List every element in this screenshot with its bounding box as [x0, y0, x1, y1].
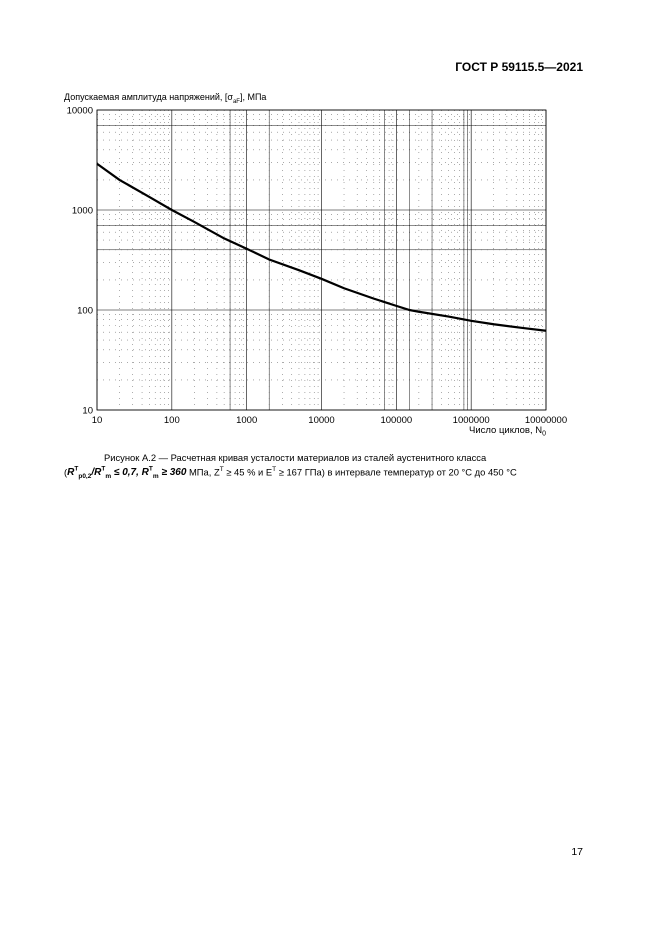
x-tick-label: 100 — [164, 415, 180, 426]
y-axis-label-prefix: Допускаемая амплитуда напряжений, [σ — [64, 92, 233, 102]
grid-layer — [96, 109, 547, 411]
plot-frame — [96, 109, 547, 411]
x-tick-label: 1000000 — [453, 415, 490, 426]
caption-sup-z: T — [219, 466, 224, 474]
x-tick-label: 10000000 — [525, 415, 567, 426]
caption-end: ≥ 167 ГПа) в интервале температур от 20 … — [276, 466, 517, 478]
figure-caption: Рисунок А.2 — Расчетная кривая усталости… — [104, 452, 487, 463]
material-ratio-formula: RTp0,2/RTm ≤ 0,7, RTm ≥ 360 — [67, 466, 187, 481]
y-tick-label: 10 — [82, 406, 93, 417]
caption-sup-e: T — [272, 466, 277, 474]
caption-units: МПа, Z — [189, 466, 220, 478]
x-tick-label: 1000 — [236, 415, 257, 426]
y-tick-label: 10000 — [67, 106, 93, 117]
y-axis-label-sub: aF — [232, 98, 240, 105]
x-axis-label: Число циклов, N0 — [469, 425, 546, 438]
page-number: 17 — [571, 846, 583, 858]
x-tick-label: 100000 — [380, 415, 412, 426]
y-tick-label: 100 — [77, 306, 93, 317]
standard-header: ГОСТ Р 59115.5—2021 — [455, 60, 583, 74]
figure-caption-conditions: (RTp0,2/RTm ≤ 0,7, RTm ≥ 360 МПа, ZT ≥ 4… — [64, 466, 517, 481]
x-tick-label: 10000 — [308, 415, 334, 426]
tick-layer: 10 100 1000 10000 100000 1000000 10000000 10 100… — [67, 106, 568, 427]
caption-mid: ≥ 45 % и E — [223, 466, 273, 478]
y-tick-label: 1000 — [72, 206, 93, 217]
y-axis-label: Допускаемая амплитуда напряжений, [σaF],… — [64, 92, 266, 105]
y-axis-label-suffix: ], МПа — [239, 92, 267, 102]
x-tick-label: 10 — [92, 415, 103, 426]
fatigue-curve-line — [96, 162, 547, 332]
